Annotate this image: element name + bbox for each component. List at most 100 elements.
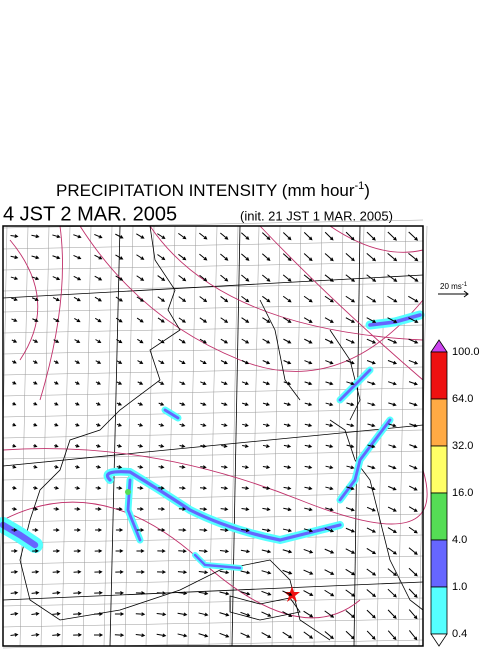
graticule — [166, 225, 176, 647]
wind-arrow — [12, 464, 17, 469]
wind-arrow — [366, 231, 376, 241]
wind-arrow — [242, 423, 249, 427]
wind-arrow — [408, 381, 418, 386]
wind-arrow — [240, 549, 251, 554]
wind-scale-sup: -1 — [462, 282, 468, 288]
wind-arrow — [93, 633, 104, 637]
wind-arrow — [199, 232, 208, 240]
colorbar-band — [430, 539, 448, 588]
wind-arrow — [241, 317, 250, 323]
wind-arrow — [137, 360, 144, 364]
wind-arrow — [10, 234, 19, 239]
wind-arrow — [387, 609, 397, 619]
wind-arrow — [283, 444, 292, 448]
wind-arrow — [31, 297, 39, 302]
wind-arrow — [220, 253, 229, 261]
wind-arrow — [241, 381, 249, 386]
colorbar-band — [430, 445, 448, 494]
wind-arrow — [346, 402, 355, 407]
wind-arrow — [324, 295, 334, 303]
wind-arrow — [408, 231, 419, 241]
wind-arrow — [219, 591, 230, 596]
wind-arrow — [177, 633, 188, 638]
wind-arrow — [283, 507, 292, 512]
wind-arrow — [12, 381, 17, 385]
wind-arrow — [115, 570, 124, 574]
wind-arrow — [324, 317, 334, 323]
wind-arrow — [136, 549, 145, 553]
wind-arrow — [219, 570, 230, 575]
wind-arrow — [157, 317, 165, 323]
wind-arrow — [177, 591, 188, 596]
wind-arrow — [262, 381, 271, 386]
wind-arrow — [303, 631, 314, 639]
wind-arrow — [95, 528, 102, 532]
wind-arrow — [387, 338, 398, 344]
wind-arrow — [325, 465, 334, 470]
graticule — [2, 597, 424, 607]
wind-arrow — [262, 402, 270, 407]
wind-arrow — [324, 338, 334, 344]
wind-arrow — [137, 486, 144, 490]
wind-arrow — [199, 338, 207, 344]
graticule — [2, 366, 424, 376]
wind-arrow — [157, 549, 166, 553]
wind-arrow — [221, 444, 228, 448]
wind-arrow — [10, 255, 19, 260]
wind-arrow — [32, 318, 39, 322]
wind-arrow — [10, 297, 18, 301]
wind-arrow — [156, 591, 167, 595]
wind-arrow — [178, 528, 187, 532]
precip-moderate — [338, 368, 372, 402]
graticule — [250, 225, 260, 647]
wind-arrow — [303, 590, 314, 596]
wind-arrow — [158, 381, 165, 385]
map — [0, 219, 428, 649]
wind-arrow — [11, 318, 18, 322]
wind-arrow — [282, 253, 292, 262]
wind-arrow — [177, 612, 188, 617]
wind-arrow — [345, 231, 355, 241]
wind-arrow — [94, 275, 103, 281]
wind-arrow — [262, 507, 271, 512]
wind-arrow — [387, 252, 398, 262]
wind-arrow — [346, 486, 355, 491]
wind-arrow — [136, 233, 145, 239]
wind-arrow — [283, 465, 292, 470]
wind-arrow — [241, 295, 250, 303]
wind-arrow — [345, 274, 356, 282]
wind-arrow — [137, 381, 144, 385]
wind-arrow — [282, 569, 293, 575]
wind-arrow — [408, 526, 418, 534]
wind-arrow — [388, 465, 397, 470]
wind-arrow — [11, 360, 17, 364]
wind-arrow — [74, 486, 81, 490]
wind-arrow — [409, 423, 418, 428]
wind-arrow — [241, 486, 250, 490]
wind-arrow — [262, 338, 271, 344]
wind-arrow — [54, 423, 59, 427]
wind-arrow — [95, 402, 101, 406]
wind-arrow — [74, 528, 81, 532]
coastline — [19, 225, 331, 641]
colorbar-band — [430, 492, 448, 541]
graticule — [2, 471, 424, 481]
contour — [2, 501, 361, 619]
wind-arrow — [262, 423, 270, 427]
wind-arrow — [366, 527, 377, 533]
wind-arrow — [366, 274, 377, 282]
wind-arrow — [387, 231, 397, 241]
wind-arrow — [283, 360, 292, 365]
graticule — [2, 324, 424, 334]
wind-arrow — [95, 381, 101, 385]
wind-arrow — [52, 633, 61, 637]
graticule — [2, 576, 424, 586]
wind-arrow — [199, 360, 207, 365]
wind-arrow — [367, 444, 376, 449]
wind-arrow — [242, 444, 249, 448]
wind-arrow — [346, 360, 355, 365]
wind-arrow — [95, 444, 101, 448]
colorbar-label: 16.0 — [452, 487, 473, 499]
contour — [2, 448, 428, 525]
wind-arrow — [303, 528, 314, 533]
